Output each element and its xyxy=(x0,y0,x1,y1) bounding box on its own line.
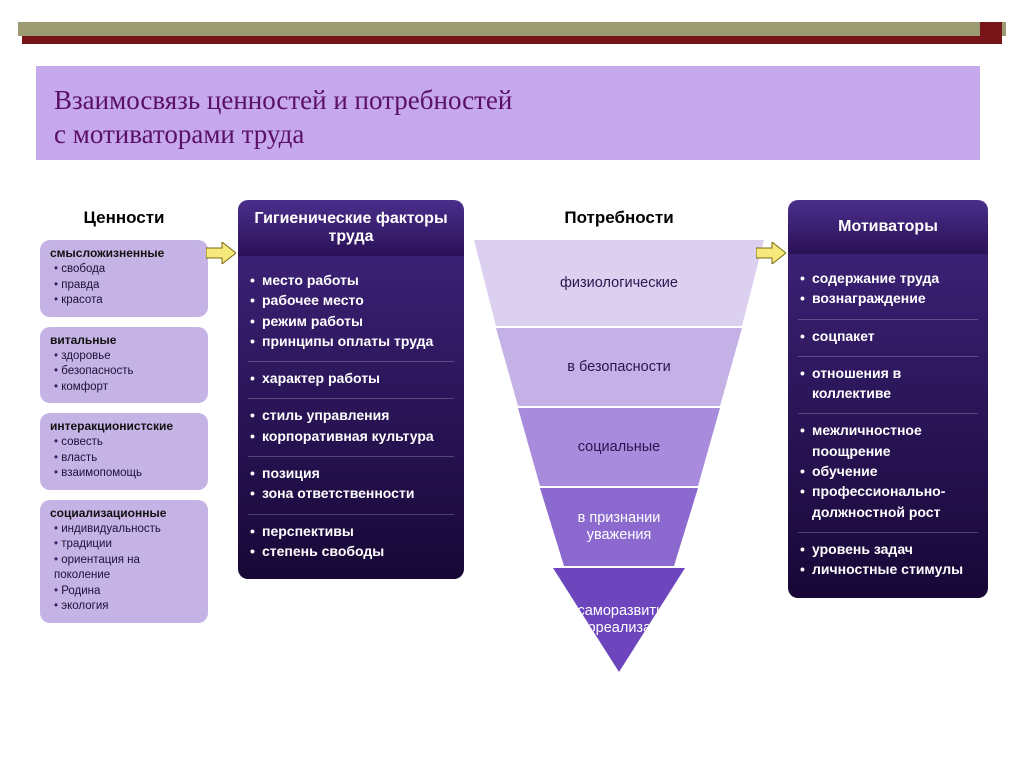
motivators-item: обучение xyxy=(798,461,978,481)
hygiene-block: позициязона ответственности xyxy=(248,456,454,510)
motivators-block: межличностное поощрениеобучениепрофессио… xyxy=(798,413,978,527)
values-item: безопасность xyxy=(54,364,198,380)
values-item: экология xyxy=(54,599,198,615)
values-item: правда xyxy=(54,278,198,294)
pyramid-level: физиологические xyxy=(474,240,764,326)
slide-title: Взаимосвязь ценностей и потребностей с м… xyxy=(36,66,980,160)
pyramid-level: социальные xyxy=(518,408,720,486)
header-hygiene: Гигиенические факторы труда xyxy=(238,200,464,256)
values-item: власть xyxy=(54,451,198,467)
header-motivators: Мотиваторы xyxy=(788,200,988,254)
motivators-block: содержание трудавознаграждение xyxy=(798,262,978,315)
hygiene-item: рабочее место xyxy=(248,290,454,310)
values-item: ориентация на поколение xyxy=(54,553,198,584)
motivators-item: профессионально-должностной рост xyxy=(798,481,978,522)
values-group-title: интеракционистские xyxy=(50,419,198,433)
hygiene-item: перспективы xyxy=(248,521,454,541)
arrow-icon xyxy=(756,242,786,264)
hygiene-block: характер работы xyxy=(248,361,454,394)
values-group: витальные здоровьебезопасностькомфорт xyxy=(40,327,208,404)
topbar-stripe-red xyxy=(22,36,1002,44)
motivators-body: содержание трудавознаграждение соцпакет от… xyxy=(788,254,988,598)
pyramid-level-label: в признании уважения xyxy=(540,510,698,543)
diagram: Ценности смысложизненные свободаправдакра… xyxy=(40,200,990,740)
hygiene-item: степень свободы xyxy=(248,541,454,561)
pyramid-level: в саморазвитии самореализации xyxy=(553,568,685,672)
hygiene-body: место работырабочее месторежим работыпри… xyxy=(238,256,464,579)
hygiene-item: зона ответственности xyxy=(248,483,454,503)
motivators-block: уровень задачличностные стимулы xyxy=(798,532,978,586)
hygiene-item: стиль управления xyxy=(248,405,454,425)
title-line-1: Взаимосвязь ценностей и потребностей xyxy=(54,84,962,118)
motivators-item: вознаграждение xyxy=(798,288,978,308)
values-item: комфорт xyxy=(54,380,198,396)
column-motivators: Мотиваторы содержание трудавознаграждени… xyxy=(788,200,988,598)
hygiene-block: стиль управлениякорпоративная культура xyxy=(248,398,454,452)
pyramid-level-label: социальные xyxy=(570,439,668,456)
values-item: индивидуальность xyxy=(54,522,198,538)
pyramid-level: в признании уважения xyxy=(540,488,698,566)
values-item: Родина xyxy=(54,584,198,600)
values-group: интеракционистские совестьвластьвзаимопом… xyxy=(40,413,208,490)
pyramid-level-label: в безопасности xyxy=(559,359,678,376)
pyramid-level-label: в саморазвитии самореализации xyxy=(553,603,685,636)
values-group: социализационные индивидуальностьтрадиции… xyxy=(40,500,208,623)
motivators-item: личностные стимулы xyxy=(798,559,978,579)
hygiene-item: характер работы xyxy=(248,368,454,388)
motivators-item: отношения в коллективе xyxy=(798,363,978,404)
values-group-title: социализационные xyxy=(50,506,198,520)
header-values: Ценности xyxy=(40,200,208,240)
motivators-item: уровень задач xyxy=(798,539,978,559)
values-group-title: смысложизненные xyxy=(50,246,198,260)
inverted-pyramid: физиологические в безопасности социальные в… xyxy=(474,240,764,680)
column-needs: Потребности физиологические в безопасност… xyxy=(474,200,764,680)
top-decoration xyxy=(18,22,1006,48)
motivators-block: соцпакет xyxy=(798,319,978,352)
values-group: смысложизненные свободаправдакрасота xyxy=(40,240,208,317)
arrow-icon xyxy=(206,242,236,264)
column-values: Ценности смысложизненные свободаправдакра… xyxy=(40,200,208,633)
column-hygiene: Гигиенические факторы труда место работы… xyxy=(238,200,464,579)
hygiene-item: корпоративная культура xyxy=(248,426,454,446)
hygiene-block: место работырабочее месторежим работыпри… xyxy=(248,264,454,357)
values-group-title: витальные xyxy=(50,333,198,347)
motivators-block: отношения в коллективе xyxy=(798,356,978,410)
title-line-2: с мотиваторами труда xyxy=(54,118,962,152)
header-needs: Потребности xyxy=(474,200,764,240)
hygiene-item: принципы оплаты труда xyxy=(248,331,454,351)
hygiene-block: перспективыстепень свободы xyxy=(248,514,454,568)
topbar-stripe-olive xyxy=(18,22,1006,36)
values-item: взаимопомощь xyxy=(54,466,198,482)
values-item: здоровье xyxy=(54,349,198,365)
hygiene-item: место работы xyxy=(248,270,454,290)
values-item: красота xyxy=(54,293,198,309)
motivators-item: соцпакет xyxy=(798,326,978,346)
motivators-item: содержание труда xyxy=(798,268,978,288)
topbar-square-red xyxy=(980,22,1002,44)
hygiene-item: позиция xyxy=(248,463,454,483)
pyramid-level: в безопасности xyxy=(496,328,742,406)
values-item: свобода xyxy=(54,262,198,278)
motivators-item: межличностное поощрение xyxy=(798,420,978,461)
values-item: традиции xyxy=(54,537,198,553)
pyramid-level-label: физиологические xyxy=(552,275,686,292)
values-item: совесть xyxy=(54,435,198,451)
hygiene-item: режим работы xyxy=(248,311,454,331)
